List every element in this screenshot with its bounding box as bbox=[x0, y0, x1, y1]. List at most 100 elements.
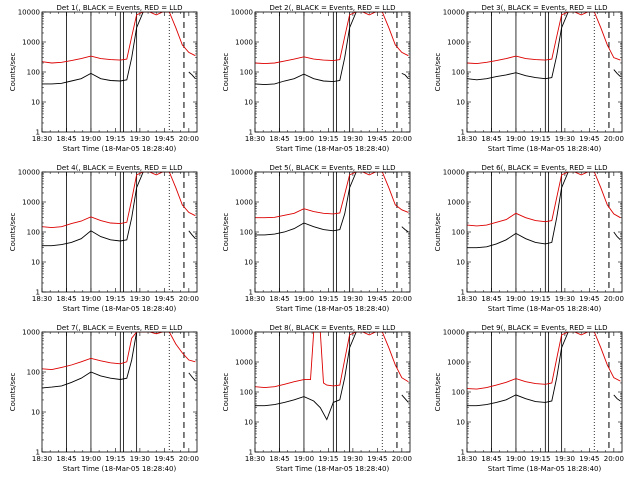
panel-title: Det 9(, BLACK = Events, RED = LLD bbox=[482, 324, 608, 332]
y-axis-label: Counts/sec bbox=[434, 373, 442, 412]
y-tick-label: 10 bbox=[31, 99, 40, 107]
lld-series-line bbox=[42, 332, 196, 371]
y-tick-label: 10000 bbox=[18, 169, 40, 177]
x-tick-label: 18:30 bbox=[32, 455, 52, 463]
plot-frame bbox=[254, 331, 411, 453]
panel-title: Det 1(, BLACK = Events, RED = LLD bbox=[57, 4, 183, 12]
y-tick-label: 100 bbox=[240, 69, 253, 77]
x-tick-label: 19:30 bbox=[130, 295, 150, 303]
y-tick-label: 10 bbox=[31, 409, 40, 417]
x-tick-label: 19:30 bbox=[555, 295, 575, 303]
y-tick-label: 1 bbox=[36, 129, 40, 137]
plot-frame bbox=[466, 331, 623, 453]
detector-panel: Det 7(, BLACK = Events, RED = LLD Counts/… bbox=[9, 324, 199, 473]
plot-frame bbox=[41, 11, 198, 133]
y-tick-label: 1 bbox=[36, 449, 40, 457]
y-axis-label: Counts/sec bbox=[434, 53, 442, 92]
x-tick-label: 18:30 bbox=[457, 295, 477, 303]
x-tick-label: 19:00 bbox=[81, 295, 101, 303]
detector-panel: Det 6(, BLACK = Events, RED = LLD Counts/… bbox=[434, 164, 624, 313]
x-tick-label: 18:45 bbox=[269, 455, 289, 463]
detector-panel: Det 3(, BLACK = Events, RED = LLD Counts/… bbox=[434, 4, 624, 153]
x-tick-label: 19:30 bbox=[555, 455, 575, 463]
x-axis-label: Start Time (18-Mar-05 18:28:40) bbox=[276, 305, 390, 313]
y-tick-label: 1000 bbox=[22, 39, 40, 47]
x-tick-label: 19:15 bbox=[530, 455, 550, 463]
panel-title: Det 2(, BLACK = Events, RED = LLD bbox=[270, 4, 396, 12]
lld-series-line bbox=[42, 172, 196, 229]
x-axis-label: Start Time (18-Mar-05 18:28:40) bbox=[63, 465, 177, 473]
events-series-line bbox=[467, 172, 621, 249]
plot-frame bbox=[41, 171, 198, 293]
x-axis-label: Start Time (18-Mar-05 18:28:40) bbox=[276, 465, 390, 473]
y-tick-label: 10000 bbox=[231, 9, 253, 17]
x-tick-label: 18:45 bbox=[481, 135, 501, 143]
y-axis-label: Counts/sec bbox=[222, 373, 230, 412]
x-tick-label: 18:45 bbox=[56, 135, 76, 143]
y-tick-label: 1000 bbox=[447, 39, 465, 47]
y-tick-label: 1 bbox=[249, 449, 253, 457]
lld-series-line bbox=[255, 12, 409, 65]
y-tick-label: 10 bbox=[456, 259, 465, 267]
lld-series-line bbox=[467, 172, 621, 227]
y-tick-label: 10 bbox=[456, 99, 465, 107]
x-tick-label: 18:45 bbox=[269, 295, 289, 303]
y-tick-label: 1 bbox=[36, 289, 40, 297]
y-tick-label: 100 bbox=[27, 229, 40, 237]
events-series-line bbox=[467, 12, 621, 81]
x-tick-label: 18:30 bbox=[457, 135, 477, 143]
y-tick-label: 1000 bbox=[235, 359, 253, 367]
y-tick-label: 10000 bbox=[443, 169, 465, 177]
x-tick-label: 19:45 bbox=[154, 295, 174, 303]
x-tick-label: 19:00 bbox=[506, 295, 526, 303]
panel-title: Det 6(, BLACK = Events, RED = LLD bbox=[482, 164, 608, 172]
plot-frame bbox=[466, 171, 623, 293]
x-tick-label: 19:30 bbox=[343, 295, 363, 303]
lld-series-line bbox=[42, 12, 196, 64]
x-tick-label: 19:15 bbox=[105, 455, 125, 463]
plot-frame bbox=[254, 11, 411, 133]
x-tick-label: 19:00 bbox=[294, 455, 314, 463]
x-tick-label: 18:30 bbox=[245, 455, 265, 463]
y-tick-label: 1000 bbox=[235, 199, 253, 207]
detector-panel: Det 9(, BLACK = Events, RED = LLD Counts/… bbox=[434, 324, 624, 473]
x-tick-label: 19:45 bbox=[579, 135, 599, 143]
x-tick-label: 18:45 bbox=[56, 455, 76, 463]
y-axis-label: Counts/sec bbox=[9, 373, 17, 412]
x-tick-label: 18:45 bbox=[269, 135, 289, 143]
y-tick-label: 100 bbox=[240, 389, 253, 397]
x-axis-label: Start Time (18-Mar-05 18:28:40) bbox=[488, 305, 602, 313]
y-tick-label: 100 bbox=[27, 369, 40, 377]
y-tick-label: 10 bbox=[244, 259, 253, 267]
y-tick-label: 1000 bbox=[447, 199, 465, 207]
plot-frame bbox=[254, 171, 411, 293]
x-tick-label: 20:00 bbox=[604, 135, 624, 143]
y-axis-label: Counts/sec bbox=[9, 53, 17, 92]
y-tick-label: 1000 bbox=[235, 39, 253, 47]
lld-series-line bbox=[467, 12, 621, 65]
detector-panel: Det 1(, BLACK = Events, RED = LLD Counts/… bbox=[9, 4, 199, 153]
x-tick-label: 19:15 bbox=[318, 455, 338, 463]
x-tick-label: 18:30 bbox=[245, 135, 265, 143]
plot-frame bbox=[466, 11, 623, 133]
panel-title: Det 4(, BLACK = Events, RED = LLD bbox=[57, 164, 183, 172]
x-tick-label: 19:30 bbox=[555, 135, 575, 143]
x-tick-label: 20:00 bbox=[392, 455, 412, 463]
events-series-line bbox=[255, 172, 409, 236]
y-tick-label: 1 bbox=[461, 449, 465, 457]
x-tick-label: 19:15 bbox=[318, 135, 338, 143]
y-tick-label: 10000 bbox=[231, 329, 253, 337]
y-tick-label: 1000 bbox=[22, 329, 40, 337]
x-tick-label: 18:30 bbox=[457, 455, 477, 463]
y-tick-label: 10 bbox=[244, 419, 253, 427]
events-series-line bbox=[42, 12, 196, 85]
x-tick-label: 19:45 bbox=[367, 455, 387, 463]
y-tick-label: 100 bbox=[452, 229, 465, 237]
x-axis-label: Start Time (18-Mar-05 18:28:40) bbox=[63, 145, 177, 153]
x-tick-label: 18:30 bbox=[245, 295, 265, 303]
y-tick-label: 1 bbox=[461, 129, 465, 137]
y-tick-label: 10000 bbox=[443, 329, 465, 337]
x-tick-label: 19:45 bbox=[579, 455, 599, 463]
events-series-line bbox=[255, 332, 409, 421]
detector-panel: Det 2(, BLACK = Events, RED = LLD Counts/… bbox=[222, 4, 412, 153]
